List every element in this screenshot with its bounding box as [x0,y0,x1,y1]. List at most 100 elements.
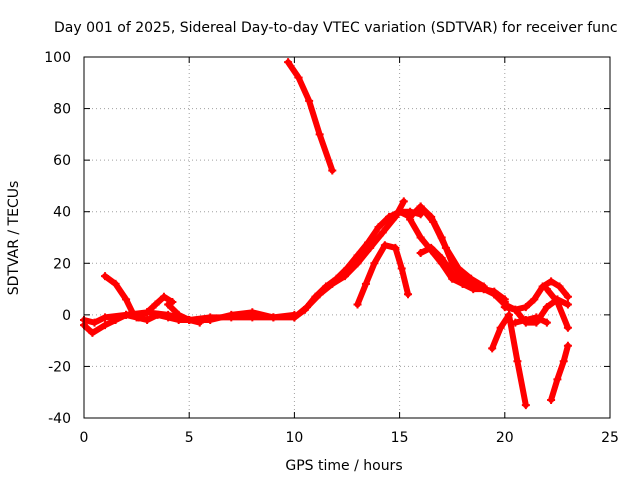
data-point [290,313,299,322]
data-point [511,305,520,314]
series-line-s13 [417,203,487,290]
data-point [101,272,110,281]
data-point [353,259,362,268]
y-tick-label: 40 [53,205,71,221]
data-point [294,73,303,82]
data-point [88,328,97,337]
series-line-s4 [102,273,142,321]
data-point [151,300,160,309]
data-point [547,277,556,286]
y-tick-label: 100 [44,50,71,66]
data-point [511,318,520,327]
data-point [559,357,568,366]
data-point [185,316,194,325]
data-point [496,323,505,332]
data-point [488,344,497,353]
series-line-s17 [512,314,550,326]
data-point [513,357,522,366]
data-point [353,300,362,309]
data-point [458,279,467,288]
data-point [395,207,404,216]
data-point [448,269,457,278]
data-point [542,303,551,312]
data-point [303,303,312,312]
data-point [101,313,110,322]
data-point [416,233,425,242]
data-point [406,215,415,224]
series-line-s8 [291,198,407,321]
data-point [563,341,572,350]
data-point [328,166,337,175]
series-line-s18 [548,342,571,403]
data-point [122,310,131,319]
data-point [380,241,389,250]
data-point [101,321,110,330]
data-point [399,197,408,206]
data-point [542,318,551,327]
y-tick-label: -40 [48,411,71,427]
data-point [90,318,99,327]
data-point [164,310,173,319]
data-point [206,316,215,325]
data-point [122,295,131,304]
data-point [143,316,152,325]
data-point [479,282,488,291]
x-tick-label: 20 [496,430,514,446]
data-point [547,395,556,404]
data-point [532,313,541,322]
data-point [427,243,436,252]
axis-ticks: 0 5 10 15 20 25 -40 -20 0 20 40 60 80 100 [44,50,619,446]
data-point [227,310,236,319]
x-tick-label: 5 [185,430,194,446]
data-point [328,279,337,288]
data-point [195,318,204,327]
data-point [284,58,293,67]
data-point [404,290,413,299]
data-point [563,292,572,301]
data-point [521,316,530,325]
data-point [563,300,572,309]
data-point [340,272,349,281]
data-point [315,290,324,299]
data-point [521,303,530,312]
data-point [542,285,551,294]
y-tick-label: -20 [48,359,71,375]
x-tick-label: 15 [391,430,409,446]
data-point [164,300,173,309]
data-point [143,308,152,317]
y-axis-label: SDTVAR / TECUs [6,181,22,296]
data-point [521,401,530,410]
data-point [374,223,383,232]
data-point [555,282,564,291]
grid-lines [84,57,610,418]
data-point [174,310,183,319]
data-point [505,310,514,319]
data-point [378,228,387,237]
series-line-s6 [165,301,203,326]
data-series [80,58,572,410]
data-point [269,313,278,322]
data-point [416,202,425,211]
y-tick-label: 20 [53,256,71,272]
data-point [111,279,120,288]
data-point [500,303,509,312]
data-point [490,290,499,299]
data-point [538,282,547,291]
data-point [553,297,562,306]
data-point [467,274,476,283]
data-point [366,243,375,252]
data-point [553,375,562,384]
data-point [159,292,168,301]
data-point [128,308,137,317]
x-axis-label: GPS time / hours [285,458,402,474]
data-point [416,248,425,257]
data-point [370,259,379,268]
y-tick-label: 60 [53,153,71,169]
y-tick-label: 0 [62,308,71,324]
x-tick-label: 10 [285,430,303,446]
data-point [469,285,478,294]
data-point [563,323,572,332]
data-point [429,218,438,227]
x-tick-label: 0 [80,430,89,446]
